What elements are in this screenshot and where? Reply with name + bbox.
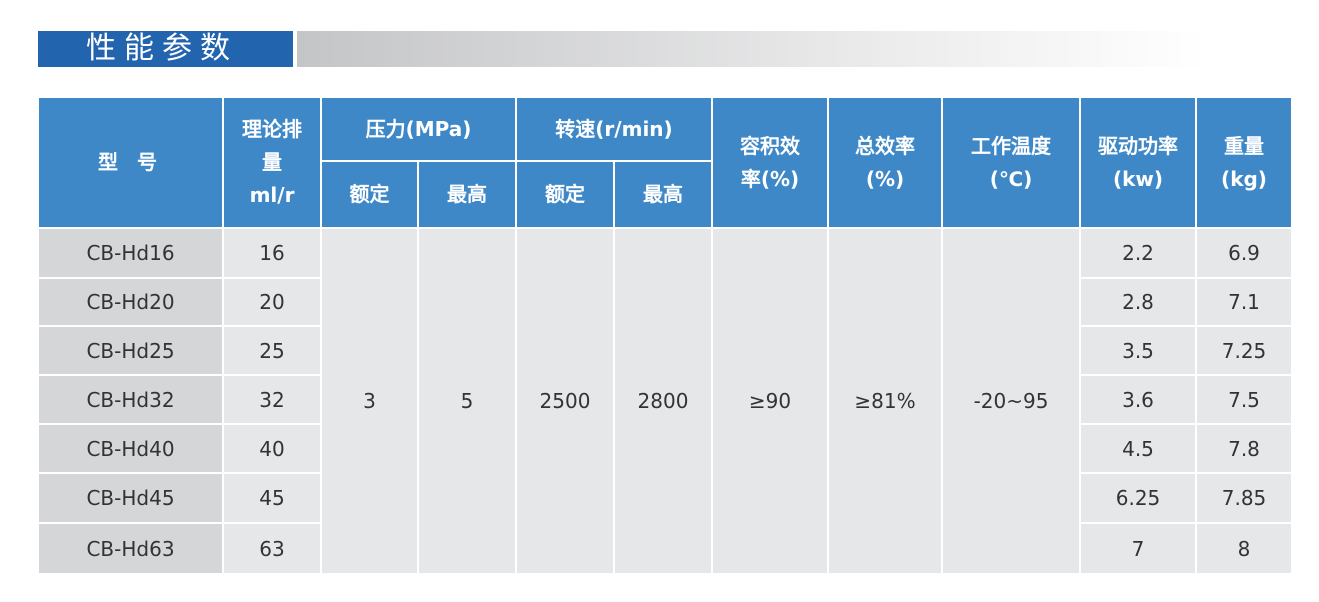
cell-displacement: 32 (224, 376, 320, 423)
cell-displacement: 20 (224, 279, 320, 325)
section-title: 性能参数 (38, 31, 293, 67)
title-decoration-bar (297, 31, 1207, 67)
cell-displacement: 40 (224, 425, 320, 472)
cell-temp: -20~95 (943, 229, 1079, 573)
table-row: CB-Hd20 20 2.8 7.1 (39, 279, 1291, 325)
cell-model: CB-Hd40 (39, 425, 222, 472)
cell-speed-max: 2800 (615, 229, 711, 573)
header-speed-rated: 额定 (517, 162, 613, 227)
header-temp: 工作温度(℃) (943, 98, 1079, 227)
cell-power: 2.8 (1081, 279, 1195, 325)
cell-model: CB-Hd32 (39, 376, 222, 423)
cell-model: CB-Hd25 (39, 327, 222, 374)
cell-weight: 7.5 (1197, 376, 1291, 423)
header-power: 驱动功率(kw) (1081, 98, 1195, 227)
cell-model: CB-Hd20 (39, 279, 222, 325)
cell-model: CB-Hd63 (39, 524, 222, 573)
cell-pressure-max: 5 (419, 229, 515, 573)
cell-weight: 7.25 (1197, 327, 1291, 374)
header-pressure-max: 最高 (419, 162, 515, 227)
cell-power: 3.6 (1081, 376, 1195, 423)
table-row: CB-Hd63 63 7 8 (39, 524, 1291, 573)
cell-weight: 7.85 (1197, 474, 1291, 522)
cell-power: 4.5 (1081, 425, 1195, 472)
cell-power: 7 (1081, 524, 1195, 573)
cell-weight: 6.9 (1197, 229, 1291, 277)
header-pressure-rated: 额定 (322, 162, 417, 227)
header-vol-eff: 容积效率(%) (713, 98, 827, 227)
header-model: 型 号 (39, 98, 222, 227)
performance-table: 型 号 理论排量ml/r 压力(MPa) 转速(r/min) 容积效率(%) 总… (37, 96, 1293, 575)
table-row: CB-Hd32 32 3.6 7.5 (39, 376, 1291, 423)
table-row: CB-Hd16 16 3 5 2500 2800 ≥90 ≥81% -20~95 2.2 6.9 (39, 229, 1291, 573)
cell-model: CB-Hd45 (39, 474, 222, 522)
header-displacement: 理论排量ml/r (224, 98, 320, 227)
cell-displacement: 25 (224, 327, 320, 374)
table-row: CB-Hd45 45 6.25 7.85 (39, 474, 1291, 522)
cell-weight: 7.1 (1197, 279, 1291, 325)
cell-speed-rated: 2500 (517, 229, 613, 573)
cell-power: 2.2 (1081, 229, 1195, 277)
table-row: CB-Hd40 40 4.5 7.8 (39, 425, 1291, 472)
cell-displacement: 63 (224, 524, 320, 573)
cell-vol-eff: ≥90 (713, 229, 827, 573)
header-speed: 转速(r/min) (517, 98, 711, 160)
cell-weight: 8 (1197, 524, 1291, 573)
cell-displacement: 45 (224, 474, 320, 522)
cell-pressure-rated: 3 (322, 229, 417, 573)
cell-power: 3.5 (1081, 327, 1195, 374)
cell-total-eff: ≥81% (829, 229, 941, 573)
table-row: CB-Hd25 25 3.5 7.25 (39, 327, 1291, 374)
cell-model: CB-Hd16 (39, 229, 222, 277)
cell-displacement: 16 (224, 229, 320, 277)
cell-weight: 7.8 (1197, 425, 1291, 472)
header-speed-max: 最高 (615, 162, 711, 227)
cell-power: 6.25 (1081, 474, 1195, 522)
header-weight: 重量(kg) (1197, 98, 1291, 227)
header-total-eff: 总效率(%) (829, 98, 941, 227)
header-pressure: 压力(MPa) (322, 98, 515, 160)
